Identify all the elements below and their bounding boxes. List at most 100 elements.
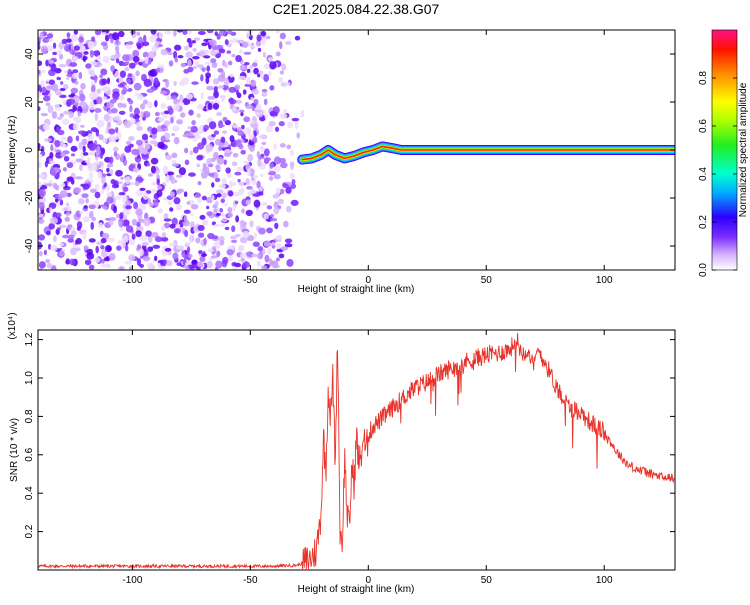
noise-blob <box>72 122 79 131</box>
noise-blob <box>96 55 102 62</box>
noise-blob <box>164 247 172 252</box>
noise-blob <box>208 39 217 47</box>
noise-blob <box>59 113 64 118</box>
noise-blob <box>65 216 70 222</box>
noise-blob <box>206 158 212 165</box>
noise-blob <box>109 98 117 104</box>
noise-blob <box>78 71 83 80</box>
noise-blob <box>170 95 178 100</box>
noise-blob <box>128 135 135 141</box>
noise-blob <box>242 89 247 95</box>
noise-blob <box>200 74 204 82</box>
noise-blob <box>198 250 203 254</box>
noise-blob <box>263 148 270 157</box>
noise-blob <box>118 110 126 115</box>
noise-blob <box>221 70 226 79</box>
noise-blob <box>38 69 41 75</box>
noise-blob <box>180 112 186 118</box>
noise-blob <box>213 90 219 99</box>
noise-blob <box>266 205 271 210</box>
noise-blob <box>127 97 131 102</box>
noise-blob <box>263 240 271 246</box>
noise-blob <box>58 250 65 257</box>
noise-blob <box>232 152 239 158</box>
noise-blob <box>196 154 204 161</box>
noise-blob <box>280 246 289 251</box>
noise-blob <box>211 133 216 138</box>
noise-blob <box>224 39 229 46</box>
noise-blob <box>207 248 214 253</box>
noise-blob <box>71 34 78 42</box>
noise-blob <box>88 103 96 110</box>
noise-blob <box>223 78 230 86</box>
noise-blob <box>88 210 94 219</box>
noise-blob <box>173 197 181 205</box>
noise-blob <box>253 67 259 75</box>
figure-title: C2E1.2025.084.22.38.G07 <box>273 1 440 17</box>
noise-blob <box>273 156 282 165</box>
noise-blob <box>165 175 170 184</box>
noise-blob <box>38 125 44 130</box>
noise-blob <box>272 194 280 199</box>
noise-blob <box>46 85 54 89</box>
noise-blob <box>210 255 218 259</box>
noise-blob <box>286 144 292 150</box>
noise-blob <box>237 178 241 183</box>
noise-blob <box>269 213 275 218</box>
noise-blob <box>173 80 177 87</box>
noise-blob <box>197 224 205 232</box>
noise-blob <box>222 84 229 91</box>
noise-blob <box>226 249 234 256</box>
noise-blob <box>246 185 253 190</box>
noise-blob <box>108 252 116 261</box>
noise-blob <box>234 171 242 176</box>
snr-y-tick-label: 0.8 <box>24 409 35 423</box>
noise-blob <box>183 191 188 198</box>
noise-blob <box>213 224 221 228</box>
noise-blob <box>172 125 180 132</box>
noise-blob <box>248 190 257 194</box>
noise-blob <box>113 146 119 153</box>
noise-blob <box>78 33 84 38</box>
noise-blob <box>82 231 87 240</box>
noise-blob <box>154 111 160 117</box>
noise-blob <box>242 230 250 238</box>
spectrogram-x-tick-label: 50 <box>481 275 493 286</box>
noise-blob <box>289 173 295 180</box>
noise-blob <box>264 113 268 120</box>
noise-blob <box>278 121 285 127</box>
noise-blob <box>165 154 173 160</box>
noise-blob <box>269 162 274 169</box>
noise-blob <box>206 261 213 269</box>
noise-blob <box>62 167 67 172</box>
noise-blob <box>115 169 123 177</box>
noise-blob <box>176 223 181 228</box>
noise-blob <box>51 168 56 176</box>
noise-blob <box>128 254 136 262</box>
noise-blob <box>46 262 53 269</box>
noise-blob <box>184 159 190 166</box>
noise-blob <box>231 225 236 233</box>
noise-blob <box>208 121 217 130</box>
noise-blob <box>38 84 42 91</box>
noise-blob <box>238 75 247 81</box>
noise-blob <box>124 244 129 252</box>
noise-blob <box>260 173 264 178</box>
noise-blob <box>213 240 222 249</box>
noise-blob <box>80 124 85 128</box>
noise-blob <box>227 30 233 35</box>
noise-blob <box>70 145 78 152</box>
noise-blob <box>251 62 258 67</box>
noise-blob <box>252 241 260 247</box>
noise-blob <box>169 207 174 212</box>
noise-blob <box>280 162 288 169</box>
noise-blob <box>83 51 89 55</box>
noise-blob <box>122 103 127 108</box>
noise-blob <box>173 30 177 37</box>
snr-plot-area <box>38 330 675 570</box>
noise-blob <box>124 260 132 265</box>
noise-blob <box>100 263 108 268</box>
spectrogram-y-label: Frequency (Hz) <box>7 116 18 185</box>
noise-blob <box>199 214 206 220</box>
noise-blob <box>49 151 54 159</box>
